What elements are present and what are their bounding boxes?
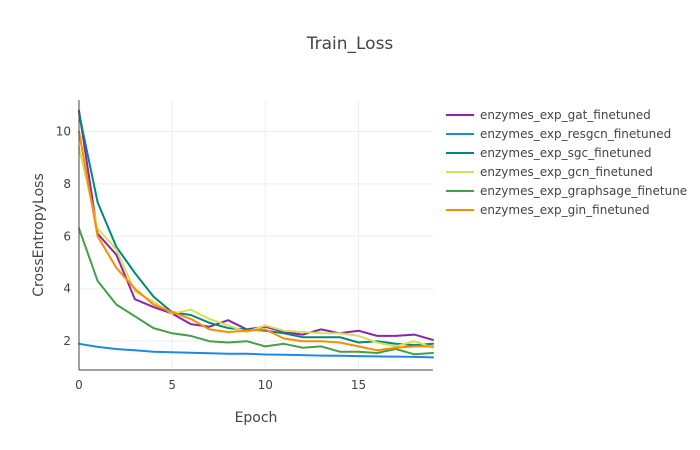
series-line (78, 342, 434, 359)
x-axis-label: Epoch (235, 410, 278, 426)
y-tick-label: 8 (63, 177, 71, 191)
series-line (78, 130, 434, 352)
x-tick-label: 10 (258, 378, 273, 392)
chart-title: Train_Loss (306, 34, 394, 54)
series-line (78, 112, 434, 347)
series-line (78, 109, 434, 341)
y-tick-label: 6 (63, 229, 71, 243)
x-tick-label: 15 (351, 378, 366, 392)
x-ticks: 0 5 10 15 (75, 378, 366, 392)
legend-label: enzymes_exp_graphsage_finetune (480, 184, 687, 198)
series-line (78, 227, 434, 356)
legend-label: enzymes_exp_resgcn_finetuned (480, 127, 671, 141)
series-line (78, 146, 434, 349)
legend-label: enzymes_exp_gcn_finetuned (480, 165, 653, 179)
legend: enzymes_exp_gat_finetuned enzymes_exp_res… (446, 108, 687, 217)
series-lines (78, 109, 434, 359)
axes (78, 100, 433, 371)
legend-label: enzymes_exp_gin_finetuned (480, 203, 650, 217)
y-axis-label: CrossEntropyLoss (31, 173, 47, 296)
legend-label: enzymes_exp_gat_finetuned (480, 108, 651, 122)
y-tick-label: 2 (63, 334, 71, 348)
y-ticks: 2 4 6 8 10 (56, 124, 71, 348)
x-tick-label: 0 (75, 378, 83, 392)
x-tick-label: 5 (168, 378, 176, 392)
grid (78, 100, 433, 370)
legend-label: enzymes_exp_sgc_finetuned (480, 146, 652, 160)
y-tick-label: 4 (63, 282, 71, 296)
y-tick-label: 10 (56, 124, 71, 138)
